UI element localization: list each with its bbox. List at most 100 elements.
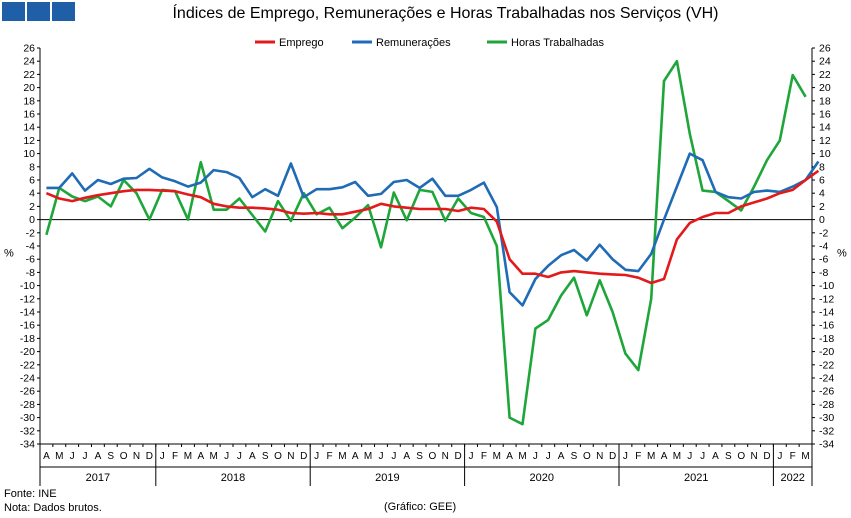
y-tick-label-right: 8 — [819, 161, 825, 173]
x-tick-label-month: S — [571, 451, 578, 462]
x-tick-label-month: A — [197, 451, 204, 462]
y-tick-label-left: 26 — [23, 43, 35, 55]
y-tick-label-left: -12 — [20, 293, 35, 305]
x-tick-label-month: M — [673, 451, 681, 462]
y-tick-label-right: 6 — [819, 175, 825, 187]
y-tick-label-right: 20 — [819, 82, 831, 94]
x-tick-label-month: F — [790, 451, 796, 462]
y-tick-label-left: -32 — [20, 425, 35, 437]
y-tick-label-left: 18 — [23, 95, 35, 107]
legend-label: Horas Trabalhadas — [511, 37, 604, 49]
y-tick-label-left: -30 — [20, 412, 35, 424]
y-tick-label-right: -30 — [819, 412, 834, 424]
x-tick-label-month: N — [750, 451, 757, 462]
y-tick-label-left: -14 — [20, 307, 35, 319]
x-tick-label-month: N — [133, 451, 140, 462]
y-tick-label-right: -2 — [819, 227, 828, 239]
x-tick-label-month: S — [262, 451, 269, 462]
y-tick-label-right: -20 — [819, 346, 834, 358]
x-tick-label-month: D — [300, 451, 307, 462]
x-tick-label-year: 2021 — [684, 472, 708, 484]
x-tick-label-month: A — [95, 451, 102, 462]
x-tick-label-month: J — [378, 451, 383, 462]
y-tick-label-right: -14 — [819, 307, 834, 319]
x-tick-label-month: S — [725, 451, 732, 462]
logo-block — [52, 2, 75, 21]
y-tick-label-right: -12 — [819, 293, 834, 305]
y-tick-label-right: -8 — [819, 267, 828, 279]
y-tick-label-right: 24 — [819, 56, 831, 68]
x-tick-label-month: O — [274, 451, 282, 462]
x-tick-label-month: A — [43, 451, 50, 462]
y-tick-label-left: -20 — [20, 346, 35, 358]
y-tick-label-right: -10 — [819, 280, 834, 292]
y-tick-label-left: -26 — [20, 386, 35, 398]
series-line-emprego — [45, 169, 820, 285]
y-tick-label-left: -4 — [26, 241, 35, 253]
x-tick-label-month: A — [661, 451, 668, 462]
x-tick-label-month: J — [70, 451, 75, 462]
x-tick-label-month: A — [558, 451, 565, 462]
x-tick-label-year: 2018 — [221, 472, 245, 484]
x-tick-label-month: S — [416, 451, 423, 462]
credit-note: (Gráfico: GEE) — [384, 501, 457, 513]
legend-label: Remunerações — [376, 37, 451, 49]
y-tick-label-right: 22 — [819, 69, 831, 81]
y-tick-label-left: 0 — [29, 214, 35, 226]
y-tick-label-left: 4 — [29, 188, 35, 200]
y-axis-label-left: % — [4, 248, 14, 260]
x-tick-label-month: F — [326, 451, 332, 462]
y-tick-label-left: -22 — [20, 359, 35, 371]
x-tick-label-month: J — [391, 451, 396, 462]
x-tick-label-month: A — [403, 451, 410, 462]
series-line-horas-trabalhadas — [45, 59, 807, 426]
x-tick-label-month: D — [763, 451, 770, 462]
x-tick-label-month: M — [493, 451, 501, 462]
y-tick-label-left: -24 — [20, 373, 35, 385]
y-tick-label-right: 12 — [819, 135, 831, 147]
x-tick-label-month: J — [546, 451, 551, 462]
y-tick-label-right: 26 — [819, 43, 831, 55]
x-tick-label-month: M — [647, 451, 655, 462]
y-tick-label-right: 0 — [819, 214, 825, 226]
x-tick-label-month: M — [801, 451, 809, 462]
y-tick-label-right: -26 — [819, 386, 834, 398]
y-tick-label-right: -4 — [819, 241, 828, 253]
x-tick-label-month: A — [712, 451, 719, 462]
x-tick-label-month: M — [210, 451, 218, 462]
x-tick-label-month: O — [737, 451, 745, 462]
y-tick-label-left: 2 — [29, 201, 35, 213]
x-tick-label-month: A — [506, 451, 513, 462]
source-note: Fonte: INE — [4, 488, 57, 500]
y-tick-label-right: -22 — [819, 359, 834, 371]
y-tick-label-left: -34 — [20, 439, 35, 451]
x-tick-label-year: 2019 — [375, 472, 399, 484]
x-tick-label-month: M — [184, 451, 192, 462]
y-tick-label-left: 12 — [23, 135, 35, 147]
x-tick-label-month: J — [623, 451, 628, 462]
chart-title: Índices de Emprego, Remunerações e Horas… — [172, 5, 719, 22]
logo-block — [2, 2, 25, 21]
y-tick-label-left: -16 — [20, 320, 35, 332]
x-tick-label-month: F — [635, 451, 641, 462]
y-tick-label-right: -24 — [819, 373, 834, 385]
y-tick-label-left: 8 — [29, 161, 35, 173]
x-tick-label-month: F — [481, 451, 487, 462]
x-tick-label-month: J — [687, 451, 692, 462]
x-tick-label-month: J — [237, 451, 242, 462]
x-tick-label-month: N — [596, 451, 603, 462]
y-tick-label-left: 24 — [23, 56, 35, 68]
y-tick-label-left: 6 — [29, 175, 35, 187]
x-tick-label-year: 2020 — [530, 472, 554, 484]
x-tick-label-month: N — [287, 451, 294, 462]
legend-label: Emprego — [279, 37, 324, 49]
x-tick-label-month: A — [249, 451, 256, 462]
y-tick-label-right: 4 — [819, 188, 825, 200]
x-tick-label-month: S — [107, 451, 114, 462]
y-tick-label-right: 14 — [819, 122, 831, 134]
x-tick-label-month: J — [533, 451, 538, 462]
x-tick-label-month: O — [583, 451, 591, 462]
x-tick-label-month: M — [338, 451, 346, 462]
x-tick-label-year: 2017 — [86, 472, 110, 484]
